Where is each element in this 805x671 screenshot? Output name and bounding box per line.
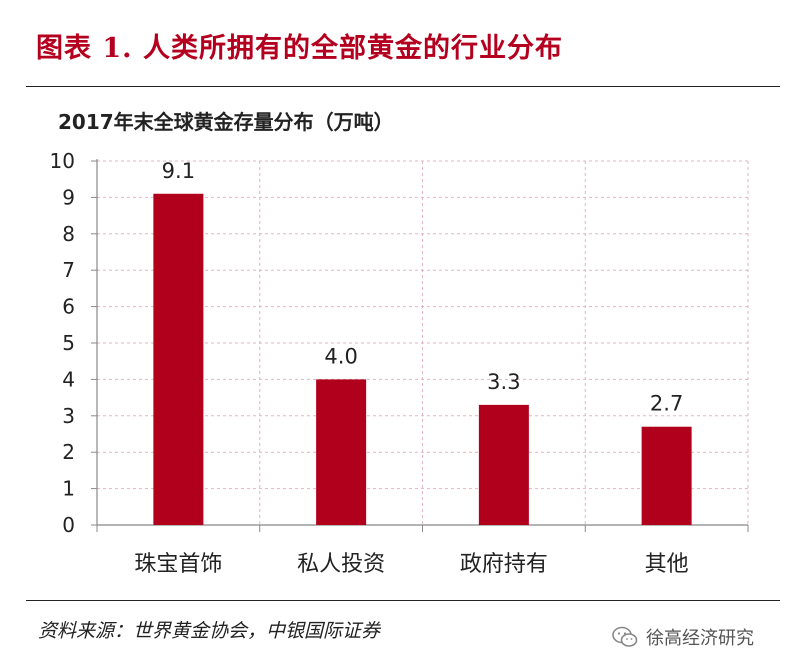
y-tick-label: 2 — [62, 440, 75, 464]
x-tick-label: 私人投资 — [297, 552, 385, 577]
y-tick-label: 8 — [62, 222, 75, 246]
y-tick-label: 9 — [62, 185, 75, 209]
bar-chart: 0 1 2 3 4 5 6 7 8 9 10 9.1 珠宝首饰 4.0 私人投资 3.3 政府持有 2.7 其他 — [50, 149, 749, 577]
bar-value-label: 4.0 — [324, 344, 357, 368]
bar — [478, 404, 529, 525]
y-tick-label: 5 — [62, 331, 75, 355]
y-tick-label: 0 — [62, 513, 75, 537]
bar — [316, 379, 367, 525]
x-tick-label: 珠宝首饰 — [134, 552, 222, 577]
chart-title: 2017年末全球黄金存量分布（万吨） — [58, 110, 394, 134]
source-note: 资料来源：世界黄金协会，中银国际证券 — [38, 620, 381, 642]
bar-value-label: 9.1 — [162, 159, 195, 183]
watermark: 徐高经济研究 — [612, 624, 754, 650]
y-tick-label: 6 — [62, 295, 75, 319]
top-divider — [26, 86, 780, 87]
wechat-icon — [612, 626, 638, 648]
x-tick-label: 政府持有 — [460, 552, 548, 577]
x-tick-label: 其他 — [645, 552, 689, 577]
bar-value-label: 2.7 — [650, 392, 683, 416]
watermark-text: 徐高经济研究 — [646, 628, 754, 649]
bar-value-label: 3.3 — [487, 370, 520, 394]
y-tick-label: 4 — [62, 367, 75, 391]
figure-title: 图表 1. 人类所拥有的全部黄金的行业分布 — [36, 33, 563, 64]
y-tick-label: 7 — [62, 258, 75, 282]
y-tick-label: 3 — [62, 404, 75, 428]
bar — [153, 193, 204, 525]
y-tick-label: 10 — [50, 149, 75, 173]
bottom-divider — [26, 600, 780, 601]
y-tick-label: 1 — [62, 477, 75, 501]
bar — [641, 426, 692, 525]
